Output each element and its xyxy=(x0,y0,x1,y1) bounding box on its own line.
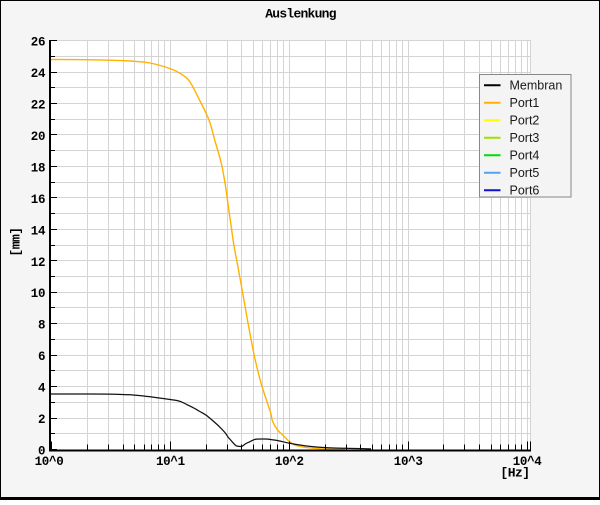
svg-text:8: 8 xyxy=(38,319,45,333)
svg-text:Port4: Port4 xyxy=(510,149,540,163)
svg-text:16: 16 xyxy=(31,193,45,207)
svg-text:14: 14 xyxy=(31,224,46,238)
svg-text:Port2: Port2 xyxy=(510,114,540,128)
svg-text:22: 22 xyxy=(31,99,45,113)
svg-text:10: 10 xyxy=(31,287,45,301)
svg-text:6: 6 xyxy=(38,350,45,364)
svg-text:Port5: Port5 xyxy=(510,166,540,180)
svg-text:10^0: 10^0 xyxy=(35,455,64,469)
svg-text:Port3: Port3 xyxy=(510,131,540,145)
svg-text:18: 18 xyxy=(31,161,45,175)
svg-text:Membran: Membran xyxy=(510,79,563,93)
svg-text:12: 12 xyxy=(31,256,45,270)
svg-text:[Hz]: [Hz] xyxy=(500,466,529,481)
svg-text:10^2: 10^2 xyxy=(275,455,304,469)
svg-text:26: 26 xyxy=(31,36,45,50)
svg-text:Port6: Port6 xyxy=(510,184,540,198)
svg-text:Auslenkung: Auslenkung xyxy=(265,7,336,22)
svg-text:10^4: 10^4 xyxy=(513,455,543,469)
svg-text:20: 20 xyxy=(31,130,45,144)
svg-text:[mm]: [mm] xyxy=(9,227,24,256)
svg-text:0: 0 xyxy=(38,445,45,459)
svg-text:Port1: Port1 xyxy=(510,96,540,110)
svg-text:24: 24 xyxy=(31,67,46,81)
svg-text:2: 2 xyxy=(38,413,45,427)
svg-text:10^3: 10^3 xyxy=(394,455,423,469)
svg-text:10^1: 10^1 xyxy=(156,455,185,469)
svg-text:4: 4 xyxy=(38,382,46,396)
